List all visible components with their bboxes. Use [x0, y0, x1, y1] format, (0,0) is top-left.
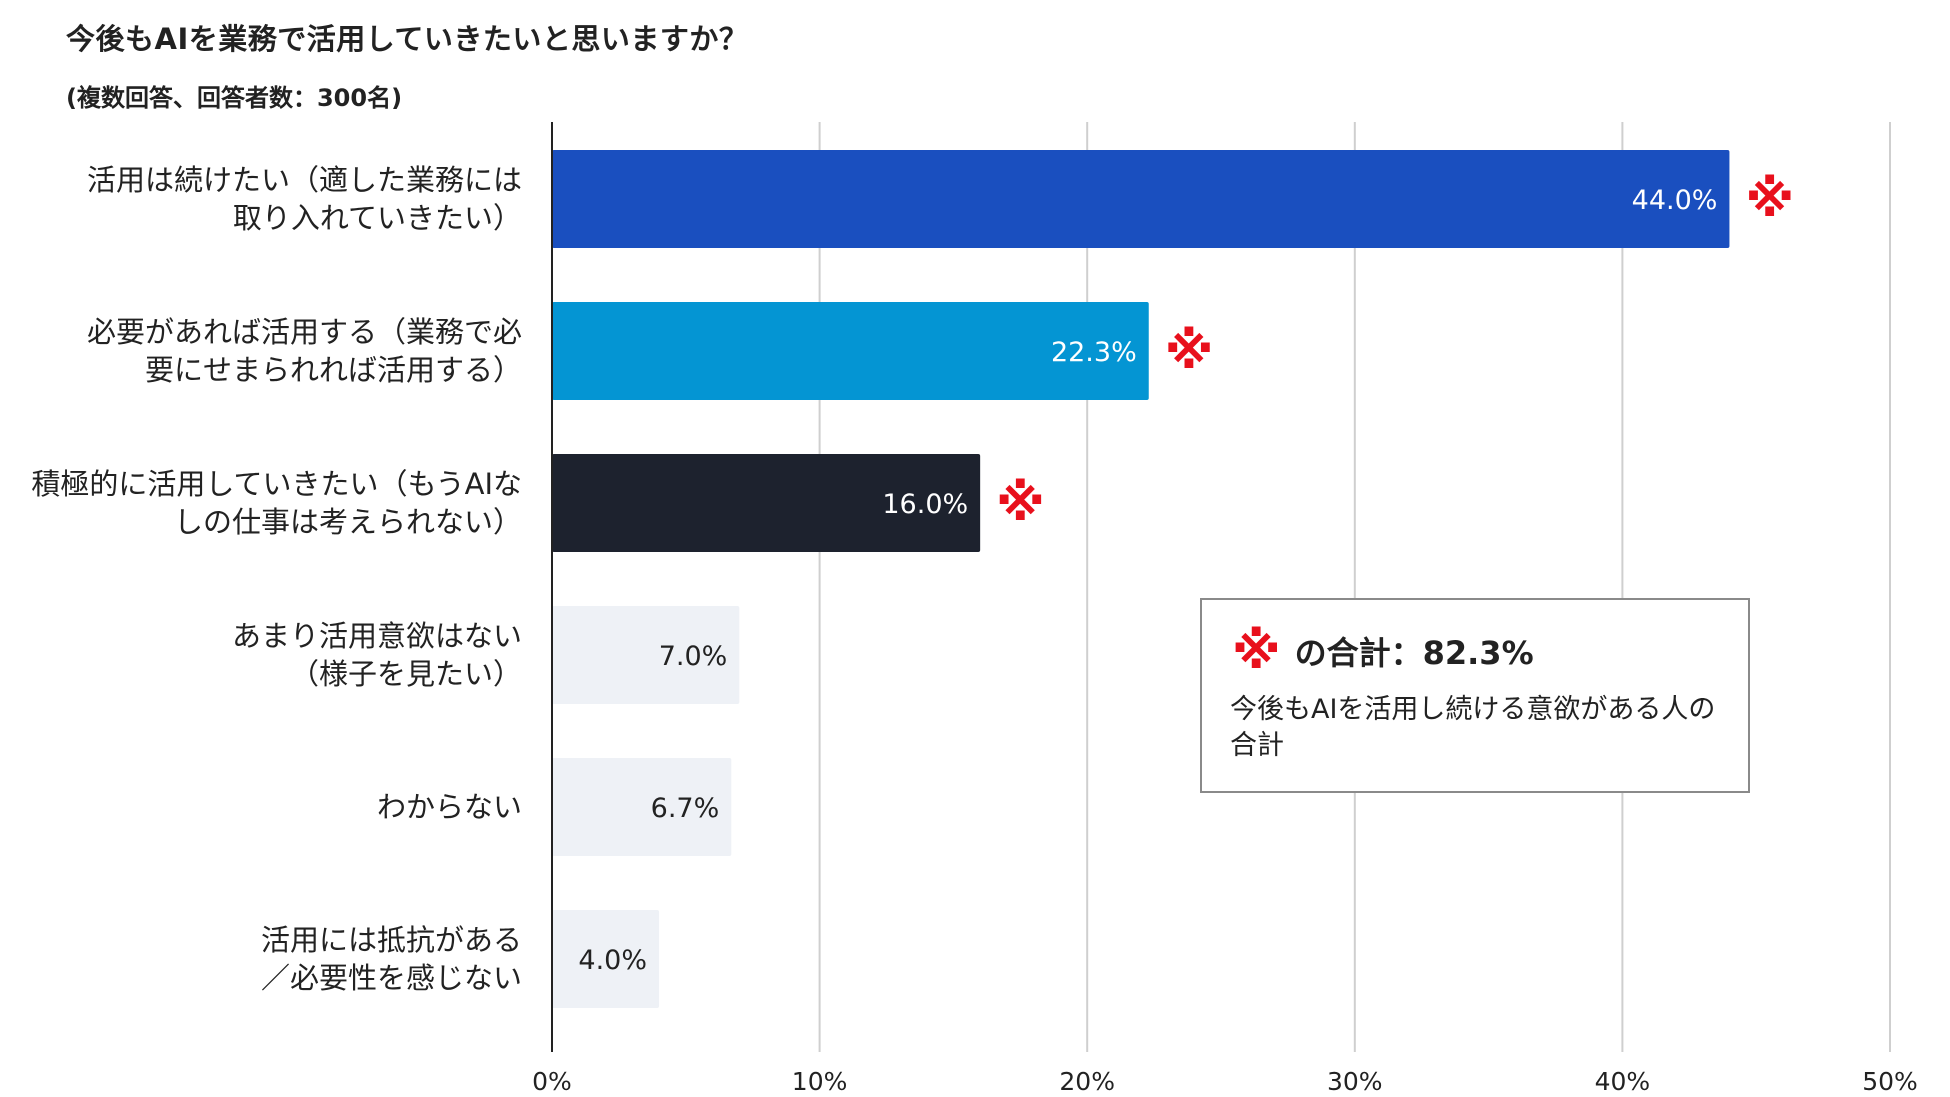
bar-value-label-3: 7.0%: [659, 641, 728, 672]
category-label-2-0: 積極的に活用していきたい（もうAIな: [31, 467, 522, 501]
category-label-3-0: あまり活用意欲はない: [232, 619, 522, 653]
category-label-1-1: 要にせまられれば活用する）: [145, 353, 522, 387]
total-note-title: の合計：82.3%: [1294, 634, 1534, 672]
category-label-1-0: 必要があれば活用する（業務で必: [87, 315, 522, 349]
x-tick-label-3: 30%: [1327, 1067, 1383, 1096]
category-label-4-0: わからない: [377, 790, 522, 824]
x-tick-label-0: 0%: [532, 1067, 572, 1096]
bar-value-label-1: 22.3%: [1051, 337, 1137, 368]
category-label-0-1: 取り入れていきたい）: [233, 201, 522, 235]
category-label-0-0: 活用は続けたい（適した業務には: [87, 163, 522, 197]
category-label-5-1: ／必要性を感じない: [261, 961, 522, 995]
bar-value-label-2: 16.0%: [882, 489, 968, 520]
bar-4: [552, 758, 732, 856]
chart-title: 今後もAIを業務で活用していきたいと思いますか？: [66, 22, 749, 56]
x-tick-label-4: 40%: [1595, 1067, 1651, 1096]
bar-5: [552, 910, 660, 1008]
x-tick-label-5: 50%: [1862, 1067, 1918, 1096]
bar-1: [552, 302, 1149, 400]
bar-0: [552, 150, 1730, 248]
total-note-box: ※ の合計：82.3% 今後もAIを活用し続ける意欲がある人の合計: [1200, 598, 1750, 793]
total-note-description: 今後もAIを活用し続ける意欲がある人の合計: [1230, 694, 1716, 761]
category-label-2-1: しの仕事は考えられない）: [174, 505, 522, 539]
total-note-header: ※ の合計：82.3%: [1232, 626, 1534, 676]
category-label-3-1: （様子を見たい）: [290, 657, 522, 691]
x-tick-label-1: 10%: [792, 1067, 848, 1096]
bar-3: [552, 606, 740, 704]
asterisk-mark-icon-0: ※: [1745, 170, 1794, 228]
asterisk-mark-icon-2: ※: [996, 474, 1045, 532]
asterisk-mark-icon-1: ※: [1165, 322, 1214, 380]
bar-value-label-5: 4.0%: [578, 945, 647, 976]
category-label-5-0: 活用には抵抗がある: [261, 923, 522, 957]
chart-subtitle: (複数回答、回答者数：300名): [66, 84, 403, 112]
bar-value-label-4: 6.7%: [651, 793, 720, 824]
asterisk-mark-icon: ※: [1232, 622, 1281, 680]
x-tick-label-2: 20%: [1059, 1067, 1115, 1096]
bar-2: [552, 454, 981, 552]
bar-value-label-0: 44.0%: [1632, 185, 1718, 216]
